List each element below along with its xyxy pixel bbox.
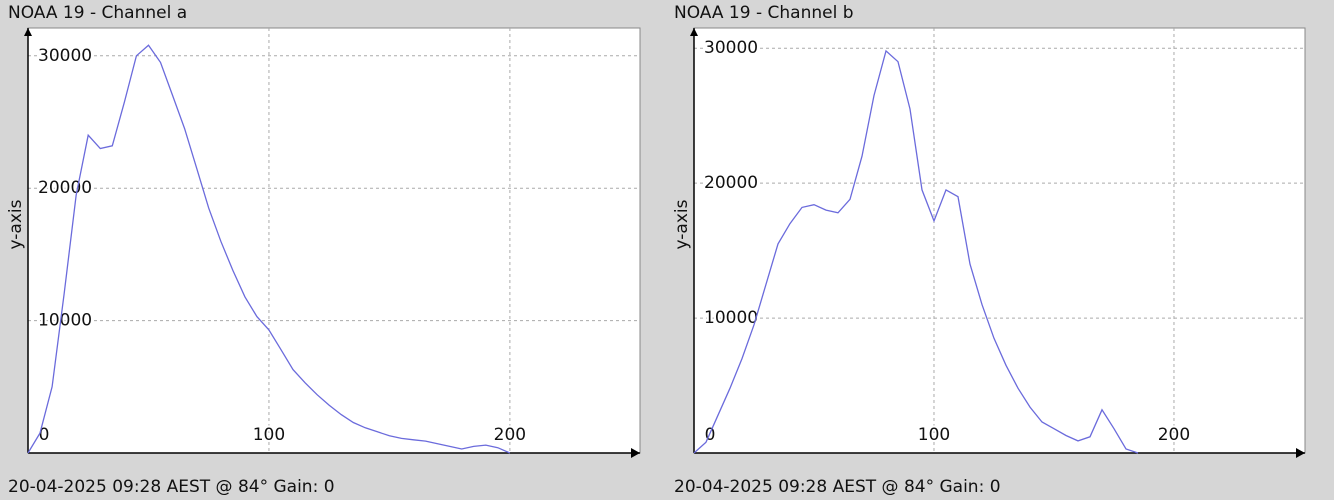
chart-title: NOAA 19 - Channel a (8, 3, 187, 23)
x-axis-arrow (631, 448, 640, 458)
y-tick-label: 10000 (38, 311, 92, 331)
plot-area (693, 27, 1306, 454)
y-axis-arrow (24, 28, 32, 36)
chart-panel: NOAA 19 - Channel a 20-04-2025 09:28 AEST… (6, 3, 641, 497)
x-tick-label: 200 (1158, 425, 1190, 445)
footer-text: 20-04-2025 09:28 AEST @ 84° Gain: 0 (8, 477, 335, 497)
chart-panel: NOAA 19 - Channel b 20-04-2025 09:28 AEST… (672, 3, 1306, 497)
plot-area (27, 27, 641, 454)
y-tick-label: 20000 (38, 178, 92, 198)
y-tick-label: 30000 (704, 38, 758, 58)
x-tick-label: 200 (494, 425, 526, 445)
x-tick-label: 0 (39, 425, 50, 445)
y-tick-label: 10000 (704, 308, 758, 328)
data-line (693, 49, 1139, 454)
y-tick-label: 30000 (38, 46, 92, 66)
data-line (27, 44, 511, 454)
y-axis-label: y-axis (6, 199, 26, 249)
chart-title: NOAA 19 - Channel b (674, 3, 854, 23)
y-axis-label: y-axis (672, 199, 692, 249)
footer-text: 20-04-2025 09:28 AEST @ 84° Gain: 0 (674, 477, 1001, 497)
y-tick-label: 20000 (704, 173, 758, 193)
x-tick-label: 100 (253, 425, 285, 445)
y-axis-arrow (690, 28, 698, 36)
x-axis-arrow (1296, 448, 1305, 458)
x-tick-label: 100 (918, 425, 950, 445)
